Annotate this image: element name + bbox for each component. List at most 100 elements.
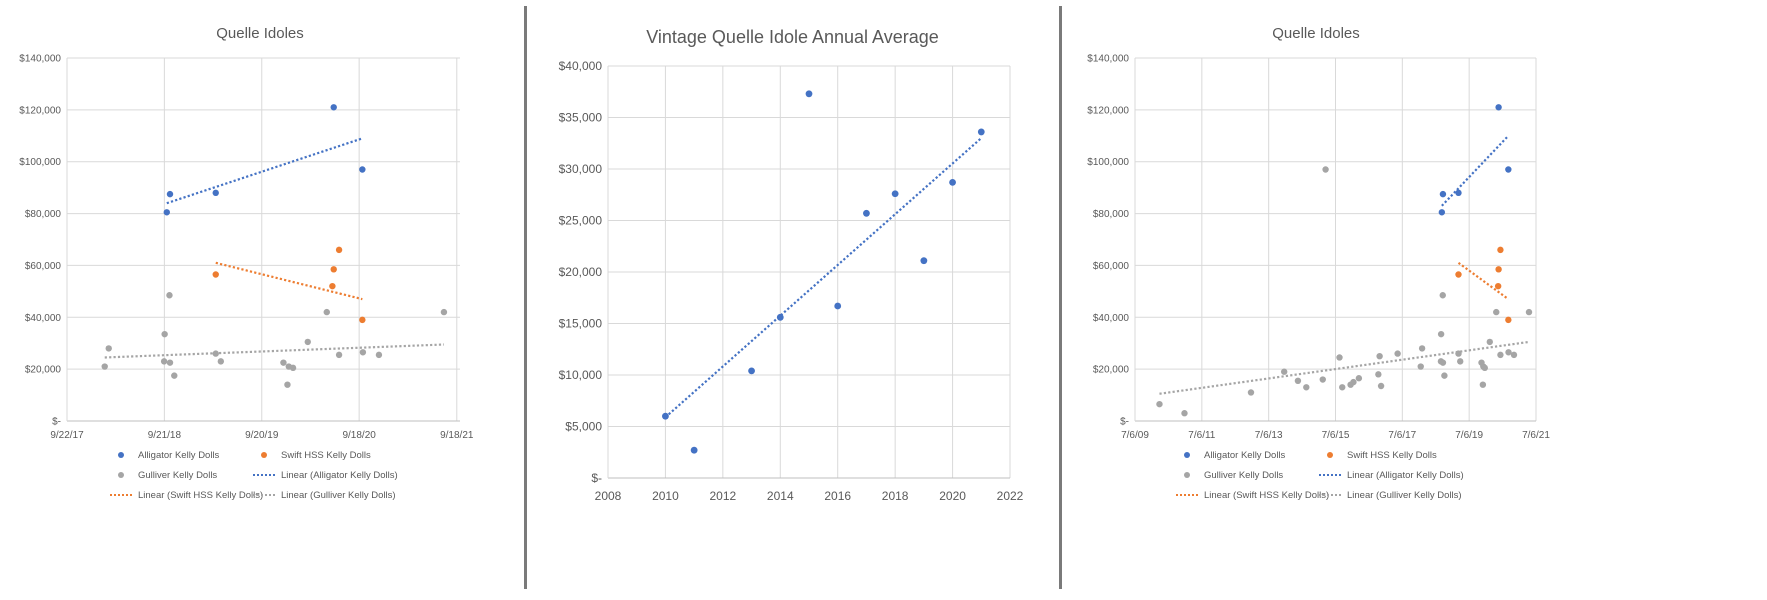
data-point-gulliver-kelly-dolls — [1497, 351, 1504, 359]
x-tick-label: 7/6/11 — [1188, 430, 1215, 441]
x-tick-label: 7/6/09 — [1121, 430, 1149, 441]
y-tick-label: $40,000 — [559, 59, 603, 73]
y-tick-label: $20,000 — [1093, 365, 1130, 376]
data-point-series — [834, 302, 842, 310]
data-point-swift-hss-kelly-dolls — [1495, 266, 1502, 273]
data-point-gulliver-kelly-dolls — [1181, 410, 1188, 417]
data-point-gulliver-kelly-dolls — [1394, 350, 1401, 357]
y-tick-label: $60,000 — [1093, 261, 1130, 272]
data-point-alligator-kelly-dolls — [212, 189, 219, 197]
data-point-swift-hss-kelly-dolls — [330, 266, 337, 273]
data-point-gulliver-kelly-dolls — [212, 350, 219, 357]
data-point-series — [690, 446, 698, 454]
data-point-gulliver-kelly-dolls — [1339, 384, 1346, 391]
y-tick-label: $35,000 — [559, 111, 603, 125]
data-point-series — [662, 412, 669, 420]
data-point-series — [805, 90, 813, 98]
data-point-swift-hss-kelly-dolls — [212, 271, 219, 278]
legend-marker-swift-hss-kelly-dolls — [261, 452, 267, 458]
y-tick-label: $100,000 — [1087, 157, 1129, 168]
data-point-alligator-kelly-dolls — [1455, 189, 1462, 197]
legend-label-linear-alligator-kelly-dolls: Linear (Alligator Kelly Dolls) — [281, 470, 398, 481]
y-tick-label: $40,000 — [25, 313, 62, 324]
data-point-gulliver-kelly-dolls — [323, 308, 330, 316]
data-point-series — [863, 209, 870, 217]
y-tick-label: $140,000 — [19, 54, 61, 65]
data-point-gulliver-kelly-dolls — [375, 351, 383, 359]
data-point-gulliver-kelly-dolls — [289, 364, 297, 372]
data-point-gulliver-kelly-dolls — [1441, 372, 1448, 379]
legend-label-linear-alligator-kelly-dolls: Linear (Alligator Kelly Dolls) — [1347, 470, 1464, 481]
trendline-linear-alligator-kelly-dolls — [1441, 135, 1510, 207]
y-tick-label: $60,000 — [25, 261, 62, 272]
x-tick-label: 2018 — [882, 489, 909, 503]
x-tick-label: 9/20/19 — [245, 430, 279, 441]
data-point-gulliver-kelly-dolls — [1486, 338, 1493, 346]
x-tick-label: 7/6/21 — [1522, 430, 1550, 441]
data-point-alligator-kelly-dolls — [1438, 209, 1446, 216]
chart-title: Vintage Quelle Idole Annual Average — [646, 27, 939, 47]
data-point-gulliver-kelly-dolls — [1418, 345, 1426, 352]
data-point-series — [977, 128, 985, 136]
y-tick-label: $140,000 — [1087, 54, 1129, 65]
data-point-gulliver-kelly-dolls — [1457, 358, 1464, 365]
legend-label-gulliver-kelly-dolls: Gulliver Kelly Dolls — [138, 470, 217, 481]
data-point-gulliver-kelly-dolls — [1375, 371, 1382, 378]
y-tick-label: $25,000 — [559, 214, 603, 228]
data-point-gulliver-kelly-dolls — [160, 358, 168, 365]
chart-panel-1: Quelle Idoles $- $20,000 $40,000 $60,000 $80,… — [0, 0, 520, 595]
data-point-swift-hss-kelly-dolls — [335, 246, 343, 254]
quelle-idoles-chart-2: Quelle Idoles $- $20,000 $40,000 $60,000 $80,… — [1087, 25, 1550, 501]
data-point-alligator-kelly-dolls — [1495, 104, 1502, 111]
data-point-swift-hss-kelly-dolls — [1505, 316, 1512, 324]
legend-label-alligator-kelly-dolls: Alligator Kelly Dolls — [1204, 450, 1286, 461]
legend-label-gulliver-kelly-dolls: Gulliver Kelly Dolls — [1204, 470, 1283, 481]
legend-label-linear-swift-hss-kelly-dolls: Linear (Swift HSS Kelly Dolls) — [1204, 490, 1329, 501]
data-point-gulliver-kelly-dolls — [1376, 352, 1383, 360]
chart-panel-3: Quelle Idoles $- $20,000 $40,000 $60,000 $80,… — [1066, 0, 1566, 595]
x-tick-label: 7/6/19 — [1455, 430, 1483, 441]
legend-label-swift-hss-kelly-dolls: Swift HSS Kelly Dolls — [281, 450, 371, 461]
y-tick-label: $100,000 — [19, 157, 61, 168]
data-point-gulliver-kelly-dolls — [1455, 350, 1462, 357]
data-point-gulliver-kelly-dolls — [304, 338, 311, 346]
data-point-alligator-kelly-dolls — [1439, 190, 1447, 198]
data-point-swift-hss-kelly-dolls — [1494, 282, 1502, 290]
x-tick-label: 2012 — [710, 489, 737, 503]
y-tick-label: $120,000 — [1087, 105, 1129, 116]
trendline-linear-gulliver-kelly-dolls — [1159, 340, 1530, 395]
y-tick-label: $80,000 — [1093, 209, 1130, 220]
data-point-gulliver-kelly-dolls — [359, 349, 367, 356]
y-tick-label: $5,000 — [565, 420, 602, 434]
legend-label-alligator-kelly-dolls: Alligator Kelly Dolls — [138, 450, 220, 461]
panel-divider-2 — [1059, 6, 1062, 589]
trendline-linear-alligator-kelly-dolls — [166, 137, 363, 205]
chart-title: Quelle Idoles — [1272, 25, 1360, 42]
data-point-swift-hss-kelly-dolls — [329, 282, 336, 290]
y-tick-label: $- — [1120, 417, 1129, 428]
data-point-gulliver-kelly-dolls — [171, 372, 178, 379]
data-point-swift-hss-kelly-dolls — [1497, 246, 1504, 254]
quelle-idoles-chart-1: Quelle Idoles $- $20,000 $40,000 $60,000 $80,… — [19, 25, 474, 501]
y-tick-label: $80,000 — [25, 209, 62, 220]
data-point-gulliver-kelly-dolls — [1247, 389, 1255, 396]
x-tick-label: 2022 — [997, 489, 1024, 503]
data-point-gulliver-kelly-dolls — [1525, 308, 1533, 316]
legend-label-swift-hss-kelly-dolls: Swift HSS Kelly Dolls — [1347, 450, 1437, 461]
data-point-gulliver-kelly-dolls — [1505, 349, 1512, 356]
trendline-linear-gulliver-kelly-dolls — [104, 343, 444, 359]
data-point-gulliver-kelly-dolls — [1350, 378, 1357, 386]
y-tick-label: $40,000 — [1093, 313, 1130, 324]
trendline-linear-swift-hss-kelly-dolls — [1457, 261, 1509, 301]
y-tick-label: $120,000 — [19, 105, 61, 116]
legend-marker-alligator-kelly-dolls — [118, 452, 124, 458]
x-tick-label: 9/18/20 — [342, 430, 376, 441]
x-tick-label: 9/22/17 — [50, 430, 84, 441]
data-point-gulliver-kelly-dolls — [1156, 400, 1163, 408]
legend-label-linear-gulliver-kelly-dolls: Linear (Gulliver Kelly Dolls) — [281, 490, 396, 501]
data-point-gulliver-kelly-dolls — [1510, 351, 1518, 359]
legend-marker-gulliver-kelly-dolls — [118, 472, 124, 478]
x-tick-label: 2016 — [824, 489, 851, 503]
x-tick-label: 9/21/18 — [148, 430, 182, 441]
data-point-alligator-kelly-dolls — [163, 209, 170, 216]
